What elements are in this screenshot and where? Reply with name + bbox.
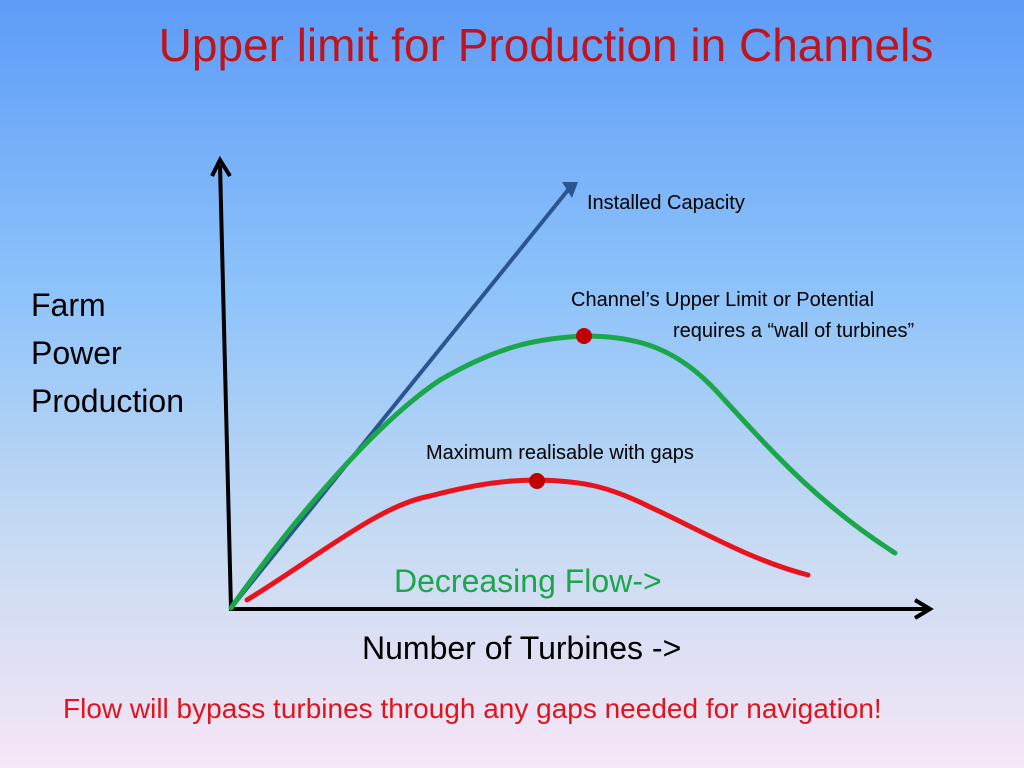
installed-capacity-line xyxy=(229,188,570,610)
y-axis-label-line-1: Farm xyxy=(31,287,106,323)
x-axis-arrowhead xyxy=(913,598,934,620)
footer-note: Flow will bypass turbines through any ga… xyxy=(63,693,882,724)
y-axis-label-line-3: Production xyxy=(31,383,184,419)
installed-capacity-label: Installed Capacity xyxy=(587,192,745,214)
installed-capacity-arrowhead xyxy=(562,182,578,198)
x-axis-label: Number of Turbines -> xyxy=(362,630,682,666)
slide-title: Upper limit for Production in Channels xyxy=(158,19,934,71)
channel-upper-limit-label: Channel’s Upper Limit or Potential xyxy=(571,289,875,311)
y-axis-label-line-2: Power xyxy=(31,335,122,371)
gaps-max-point xyxy=(529,473,545,489)
y-axis-arrowhead xyxy=(210,155,232,178)
max-realisable-label: Maximum realisable with gaps xyxy=(426,442,694,464)
y-axis-label: Farm Power Production xyxy=(31,281,231,425)
y-axis xyxy=(218,164,233,610)
decreasing-flow-label: Decreasing Flow-> xyxy=(394,563,662,599)
wall-of-turbines-label: requires a “wall of turbines” xyxy=(673,320,915,342)
channel-potential-max-point xyxy=(576,328,592,344)
